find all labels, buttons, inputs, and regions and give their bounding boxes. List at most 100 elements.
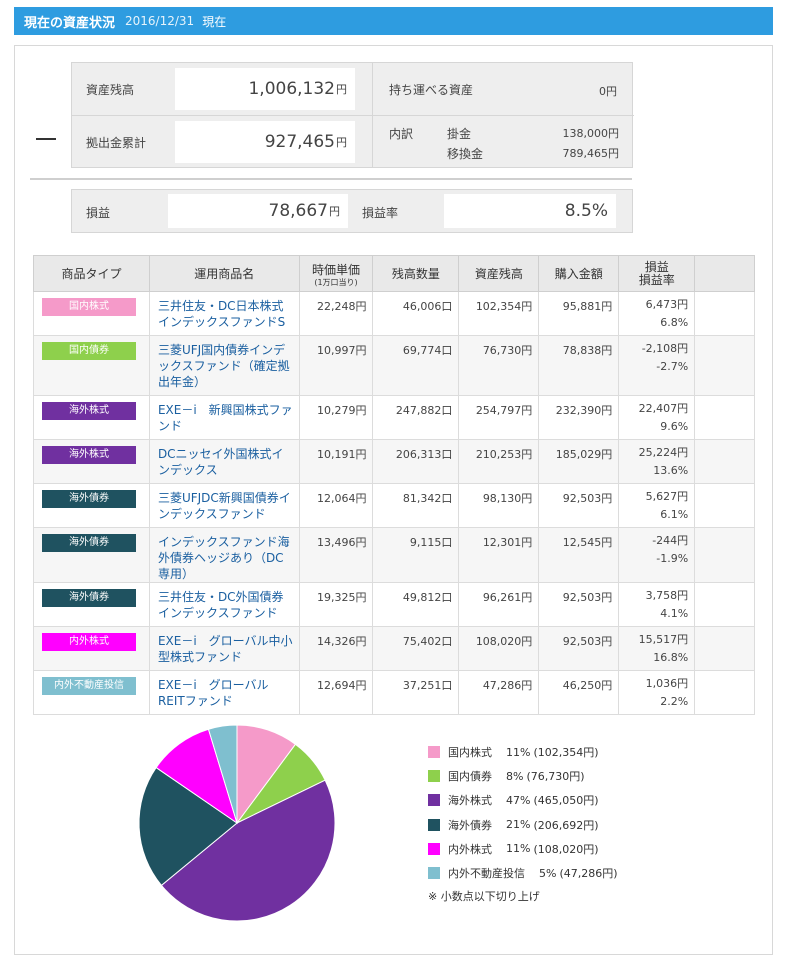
table-row: 内外不動産投信 EXE－i グローバルREITファンド 12,694円 37,251口… [33,670,755,715]
legend-amount: (47,286円) [559,867,618,881]
cost-cell: 185,029円 [538,439,620,484]
profit-box: 損益 78,667 円 損益率 8.5% [71,189,633,233]
unit-price-cell: 10,997円 [298,335,374,396]
fund-name-cell: EXE－i グローバル中小型株式ファンド [148,626,300,671]
profit-loss-cell: 3,758円 4.1% [618,582,696,627]
fund-name-cell: 三菱UFJ国内債券インデックスファンド（確定拠出年金） [148,335,300,396]
unit-price-cell: 10,279円 [298,395,374,440]
fund-name-link[interactable]: 三井住友・DC外国債券インデックスファンド [157,590,284,620]
profit-loss-rate: -2.7% [656,360,689,373]
profit-loss-cell: 15,517円 16.8% [618,626,696,671]
allocation-pie-chart [137,723,337,923]
legend-percent: 8 [506,769,513,783]
profit-loss-cell: 1,036円 2.2% [618,670,696,715]
table-header-row: 商品タイプ 運用商品名 時価単価 (1万口当り) 残高数量 資産残高 購入金額 … [33,255,755,292]
profit-loss-amount: 15,517円 [638,633,689,646]
col-header-price-sub: (1万口当り) [314,277,358,287]
profit-loss-cell: -244円 -1.9% [618,527,696,583]
pie-slice [207,724,238,824]
profit-loss-cell: 22,407円 9.6% [618,395,696,440]
asset-balance-value: 1,006,132 [248,79,335,99]
fund-name-cell: EXE－i 新興国株式ファンド [148,395,300,440]
type-cell: 海外債券 [33,527,150,583]
profit-value: 78,667 [268,201,328,221]
profit-loss-rate: 4.1% [660,607,689,620]
profit-loss-cell: 5,627円 6.1% [618,483,696,528]
contrib-total-label: 拠出金累計 [86,135,147,150]
breakdown-item-value: 789,465円 [562,147,620,160]
empty-cell [694,626,755,671]
empty-cell [694,582,755,627]
unit-price-cell: 14,326円 [298,626,374,671]
legend-item: 国内債券 8% (76,730円) [428,764,618,788]
profit-rate-label: 損益率 [362,206,399,220]
page-title: 現在の資産状況 [24,15,116,31]
table-row: 海外株式 DCニッセイ外国株式インデックス 10,191円 206,313口 210,2… [33,439,755,484]
balance-cell: 98,130円 [458,483,540,528]
profit-loss-rate: 6.1% [660,508,689,521]
breakdown-label: 内訳 [389,127,414,141]
product-type-tag: 内外不動産投信 [42,677,136,695]
breakdown-item-label: 掛金 [447,127,472,141]
profit-rate-value-box: 8.5% [444,194,616,228]
fund-name-link[interactable]: 三井住友・DC日本株式インデックスファンドS [157,299,286,329]
legend-swatch [428,794,440,807]
legend-item: 国内株式 11% (102,354円) [428,740,618,764]
balance-cell: 96,261円 [458,582,540,627]
balance-cell: 12,301円 [458,527,540,583]
fund-name-link[interactable]: EXE－i 新興国株式ファンド [157,403,293,433]
col-header-balance: 資産残高 [458,255,540,292]
cost-cell: 92,503円 [538,582,620,627]
profit-loss-rate: -1.9% [656,552,689,565]
type-cell: 海外債券 [33,582,150,627]
table-row: 海外株式 EXE－i 新興国株式ファンド 10,279円 247,882口 254,79… [33,395,755,440]
type-cell: 内外不動産投信 [33,670,150,715]
fund-name-link[interactable]: インデックスファンド海外債券ヘッジあり（DC専用） [157,535,290,581]
col-header-price-label: 時価単価 [312,262,361,277]
unit-price-cell: 12,694円 [298,670,374,715]
profit-loss-amount: 5,627円 [645,490,689,503]
quantity-cell: 46,006口 [372,291,460,336]
legend-percent: 21 [506,818,520,832]
cost-cell: 46,250円 [538,670,620,715]
profit-loss-amount: 6,473円 [645,298,689,311]
table-row: 海外債券 インデックスファンド海外債券ヘッジあり（DC専用） 13,496円 9,11… [33,527,755,583]
fund-name-link[interactable]: EXE－i グローバル中小型株式ファンド [157,634,293,664]
portable-assets-value: 0円 [599,85,617,98]
fund-name-link[interactable]: DCニッセイ外国株式インデックス [157,447,284,477]
profit-loss-cell: 6,473円 6.8% [618,291,696,336]
fund-name-link[interactable]: 三菱UFJDC新興国債券インデックスファンド [157,491,291,521]
balance-cell: 76,730円 [458,335,540,396]
empty-cell [694,395,755,440]
holdings-table: 商品タイプ 運用商品名 時価単価 (1万口当り) 残高数量 資産残高 購入金額 … [33,255,755,715]
pie-legend: 国内株式 11% (102,354円) 国内債券 8% (76,730円) 海外株式 47%(… [428,740,618,904]
col-header-name: 運用商品名 [148,255,300,292]
table-row: 国内債券 三菱UFJ国内債券インデックスファンド（確定拠出年金） 10,997円 69… [33,335,755,396]
fund-name-link[interactable]: 三菱UFJ国内債券インデックスファンド（確定拠出年金） [157,343,290,389]
profit-loss-amount: 1,036円 [645,677,689,690]
table-row: 国内株式 三井住友・DC日本株式インデックスファンドS 22,248円 46,006口… [33,291,755,336]
fund-name-link[interactable]: EXE－i グローバルREITファンド [157,678,269,708]
empty-cell [694,483,755,528]
profit-label: 損益 [86,206,111,220]
legend-percent-sign: % [546,866,557,880]
quantity-cell: 81,342口 [372,483,460,528]
product-type-tag: 海外債券 [42,490,136,508]
asset-balance-row: 資産残高 1,006,132 円 [72,63,372,115]
legend-label: 内外不動産投信 [448,867,525,881]
contrib-total-row: 拠出金累計 927,465 円 [72,116,372,168]
legend-label: 内外株式 [448,842,492,856]
summary-divider [72,115,634,116]
table-row: 内外株式 EXE－i グローバル中小型株式ファンド 14,326円 75,402口 10… [33,626,755,671]
profit-loss-rate: 6.8% [660,316,689,329]
quantity-cell: 49,812口 [372,582,460,627]
cost-cell: 95,881円 [538,291,620,336]
as-of-label: 現在 [202,14,227,29]
asset-balance-value-box: 1,006,132 円 [175,68,355,110]
legend-swatch [428,770,440,783]
portable-assets-label: 持ち運べる資産 [389,83,474,97]
summary-vertical-divider [372,63,373,167]
asset-summary-box: 資産残高 1,006,132 円 拠出金累計 927,465 円 持ち運べる資産 0… [71,62,634,168]
empty-cell [694,527,755,583]
legend-label: 国内債券 [448,770,492,784]
